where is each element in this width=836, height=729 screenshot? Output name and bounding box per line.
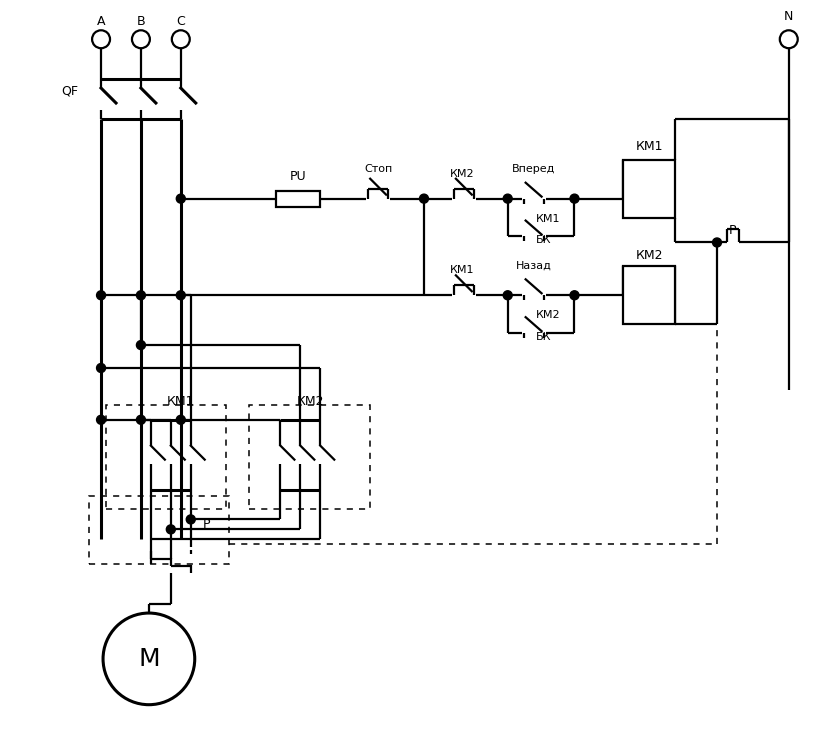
Text: КМ1: КМ1 [450,265,474,276]
Circle shape [176,194,186,203]
Text: БК: БК [536,332,551,342]
Text: КМ2: КМ2 [297,395,324,408]
Circle shape [176,416,186,424]
Text: N: N [784,9,793,23]
Circle shape [97,291,105,300]
Bar [248,405,370,510]
Text: КМ2: КМ2 [635,249,663,262]
Circle shape [712,238,721,247]
Text: КМ1: КМ1 [167,395,195,408]
Text: Р: Р [729,224,737,237]
Text: КМ2: КМ2 [536,310,560,320]
Circle shape [176,291,186,300]
Text: Р: Р [202,518,210,531]
Bar [624,266,675,324]
Text: QF: QF [61,85,79,98]
Circle shape [570,291,579,300]
Bar [89,496,228,564]
Circle shape [97,416,105,424]
Circle shape [97,364,105,373]
Circle shape [166,525,176,534]
Text: B: B [136,15,145,28]
Text: PU: PU [290,170,307,183]
Circle shape [503,291,512,300]
Circle shape [420,194,429,203]
Circle shape [570,194,579,203]
Bar [624,160,675,217]
Circle shape [136,340,145,350]
Text: КМ1: КМ1 [635,141,663,153]
Circle shape [503,194,512,203]
Text: A: A [97,15,105,28]
Text: КМ1: КМ1 [536,214,560,224]
Circle shape [136,416,145,424]
Text: Назад: Назад [516,260,552,270]
Text: М: М [138,647,160,671]
Text: C: C [176,15,185,28]
Circle shape [186,515,196,524]
Bar [277,191,320,206]
Text: КМ2: КМ2 [450,168,474,179]
Bar [106,405,226,510]
Text: Стоп: Стоп [364,164,392,174]
Text: Вперед: Вперед [512,164,555,174]
Text: БК: БК [536,235,551,246]
Circle shape [136,291,145,300]
